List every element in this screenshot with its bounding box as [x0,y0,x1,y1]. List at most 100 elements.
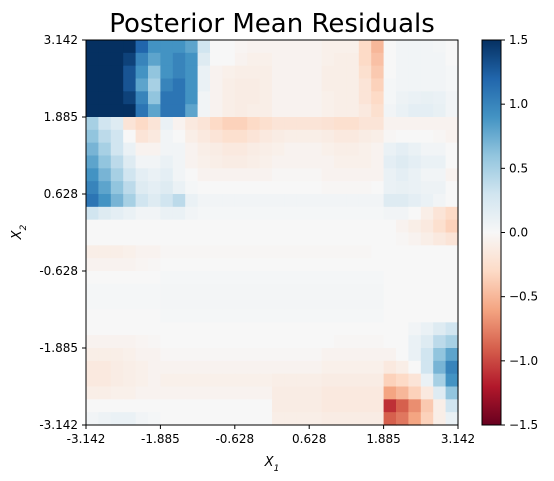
heatmap-cell [309,194,323,208]
heatmap-cell [210,283,223,298]
heatmap-cell [210,335,223,349]
heatmap-cell [98,296,112,311]
heatmap-cell [247,219,261,234]
heatmap-cell [334,65,347,80]
heatmap-cell [272,155,285,169]
heatmap-cell [296,335,310,349]
heatmap-cell [98,117,112,131]
heatmap-cell [408,360,422,375]
heatmap-cell [346,322,360,336]
heatmap-cell [408,65,422,80]
heatmap-cell [222,245,236,259]
heatmap-cell [408,142,422,157]
heatmap-cell [247,386,261,400]
heatmap-cell [358,181,372,195]
heatmap-cell [197,142,211,157]
heatmap-cell [210,78,223,92]
heatmap-cell [160,142,174,157]
heatmap-cell [234,309,248,323]
heatmap-cell [296,245,310,259]
heatmap-cell [86,258,99,272]
heatmap-cell [309,232,323,246]
heatmap-cell [346,271,360,285]
heatmap-cell [371,91,385,105]
heatmap-cell [172,373,186,388]
heatmap-cell [110,322,124,336]
heatmap-cell [148,360,161,375]
heatmap-cell [98,309,112,323]
heatmap-cell [160,194,174,208]
heatmap-cell [309,117,323,131]
heatmap-cell [123,91,137,105]
heatmap-cell [433,271,447,285]
heatmap-cell [160,373,174,388]
heatmap-cell [222,399,236,413]
heatmap-cell [433,245,447,259]
heatmap-cell [433,104,447,118]
heatmap-cell [247,232,261,246]
heatmap-cell [321,232,335,246]
heatmap-cell [259,283,273,298]
heatmap-cell [321,129,335,144]
heatmap-cell [284,309,298,323]
heatmap-cell [371,206,385,221]
heatmap-cell [358,258,372,272]
heatmap-cell [172,283,186,298]
heatmap-cell [197,104,211,118]
x-tick-label: 1.885 [366,432,400,446]
heatmap-cell [445,283,459,298]
heatmap-cell [433,206,447,221]
heatmap-cell [172,65,186,80]
heatmap-cell [371,78,385,92]
heatmap-cell [433,322,447,336]
heatmap-cell [408,194,422,208]
heatmap-cell [86,232,99,246]
heatmap-cell [247,78,261,92]
heatmap-cell [321,117,335,131]
heatmap-cell [408,168,422,182]
heatmap-cell [259,373,273,388]
heatmap-cell [284,78,298,92]
heatmap-cell [210,194,223,208]
heatmap-cell [259,219,273,234]
heatmap-cell [259,142,273,157]
heatmap-cell [110,386,124,400]
heatmap-cell [210,386,223,400]
heatmap-cell [371,373,385,388]
heatmap-cell [148,232,161,246]
heatmap-cell [396,181,409,195]
heatmap-cell [383,219,397,234]
y-tick-label: -3.142 [39,418,78,432]
heatmap-cell [210,219,223,234]
heatmap-cell [222,40,236,54]
heatmap-cell [396,399,409,413]
heatmap-cell [172,142,186,157]
heatmap-cell [98,52,112,67]
heatmap-cell [420,373,434,388]
heatmap-cell [321,399,335,413]
heatmap-cell [383,181,397,195]
heatmap-cell [334,373,347,388]
heatmap-cell [309,271,323,285]
heatmap-cell [160,271,174,285]
heatmap-cell [172,245,186,259]
heatmap-cell [148,91,161,105]
heatmap-cell [408,155,422,169]
heatmap-cell [197,117,211,131]
heatmap-cell [247,296,261,311]
heatmap-cell [185,117,199,131]
heatmap-cell [334,232,347,246]
heatmap-cell [396,296,409,311]
heatmap-cell [185,142,199,157]
heatmap-cell [222,78,236,92]
heatmap-cell [272,399,285,413]
colorbar-ticks: 1.5 1.0 0.5 0.0 −0.5 −1.0 −1.5 [501,33,538,432]
heatmap-cell [160,360,174,375]
heatmap-cell [396,155,409,169]
heatmap-cell [433,360,447,375]
heatmap-cell [272,309,285,323]
heatmap-cell [86,348,99,362]
heatmap-cell [420,399,434,413]
heatmap-cell [396,373,409,388]
heatmap-cell [185,412,199,426]
